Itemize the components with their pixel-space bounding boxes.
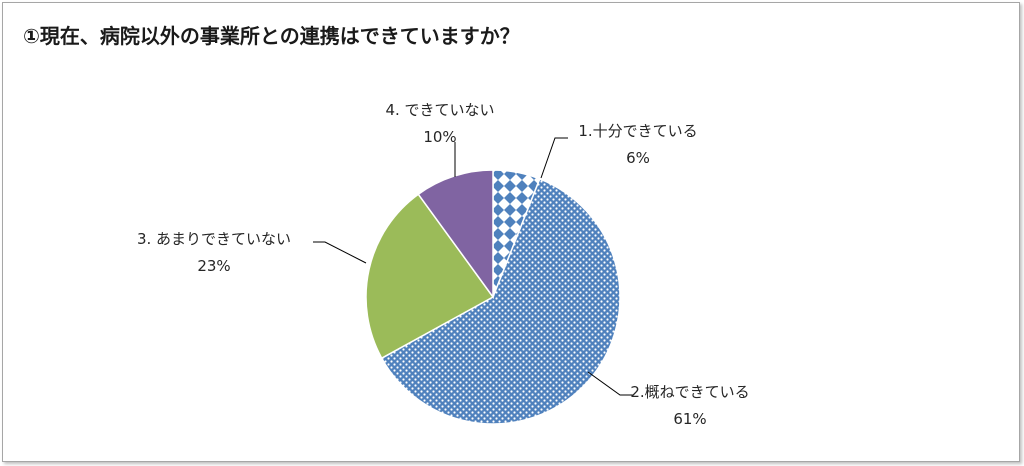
slice-value-3: 23% — [197, 257, 230, 275]
slice-label-2: 2.概ねできている — [630, 383, 749, 401]
pie-slice-4 — [417, 169, 494, 300]
chart-title: ①現在、病院以外の事業所との連携はできていますか？ — [23, 24, 520, 48]
slice-value-4: 10% — [423, 128, 456, 146]
leader-line-3 — [313, 241, 367, 264]
slice-label-3: 3. あまりできていない — [137, 230, 291, 248]
slice-label-4: 4. できていない — [385, 101, 494, 119]
pie-slice-3 — [365, 193, 495, 360]
leader-line-1 — [540, 137, 568, 179]
leader-line-2 — [587, 371, 633, 396]
pie-slice-2 — [380, 177, 621, 425]
slice-value-1: 6% — [626, 149, 650, 167]
slice-label-1: 1.十分できている — [578, 122, 697, 140]
slice-value-2: 61% — [673, 410, 706, 428]
